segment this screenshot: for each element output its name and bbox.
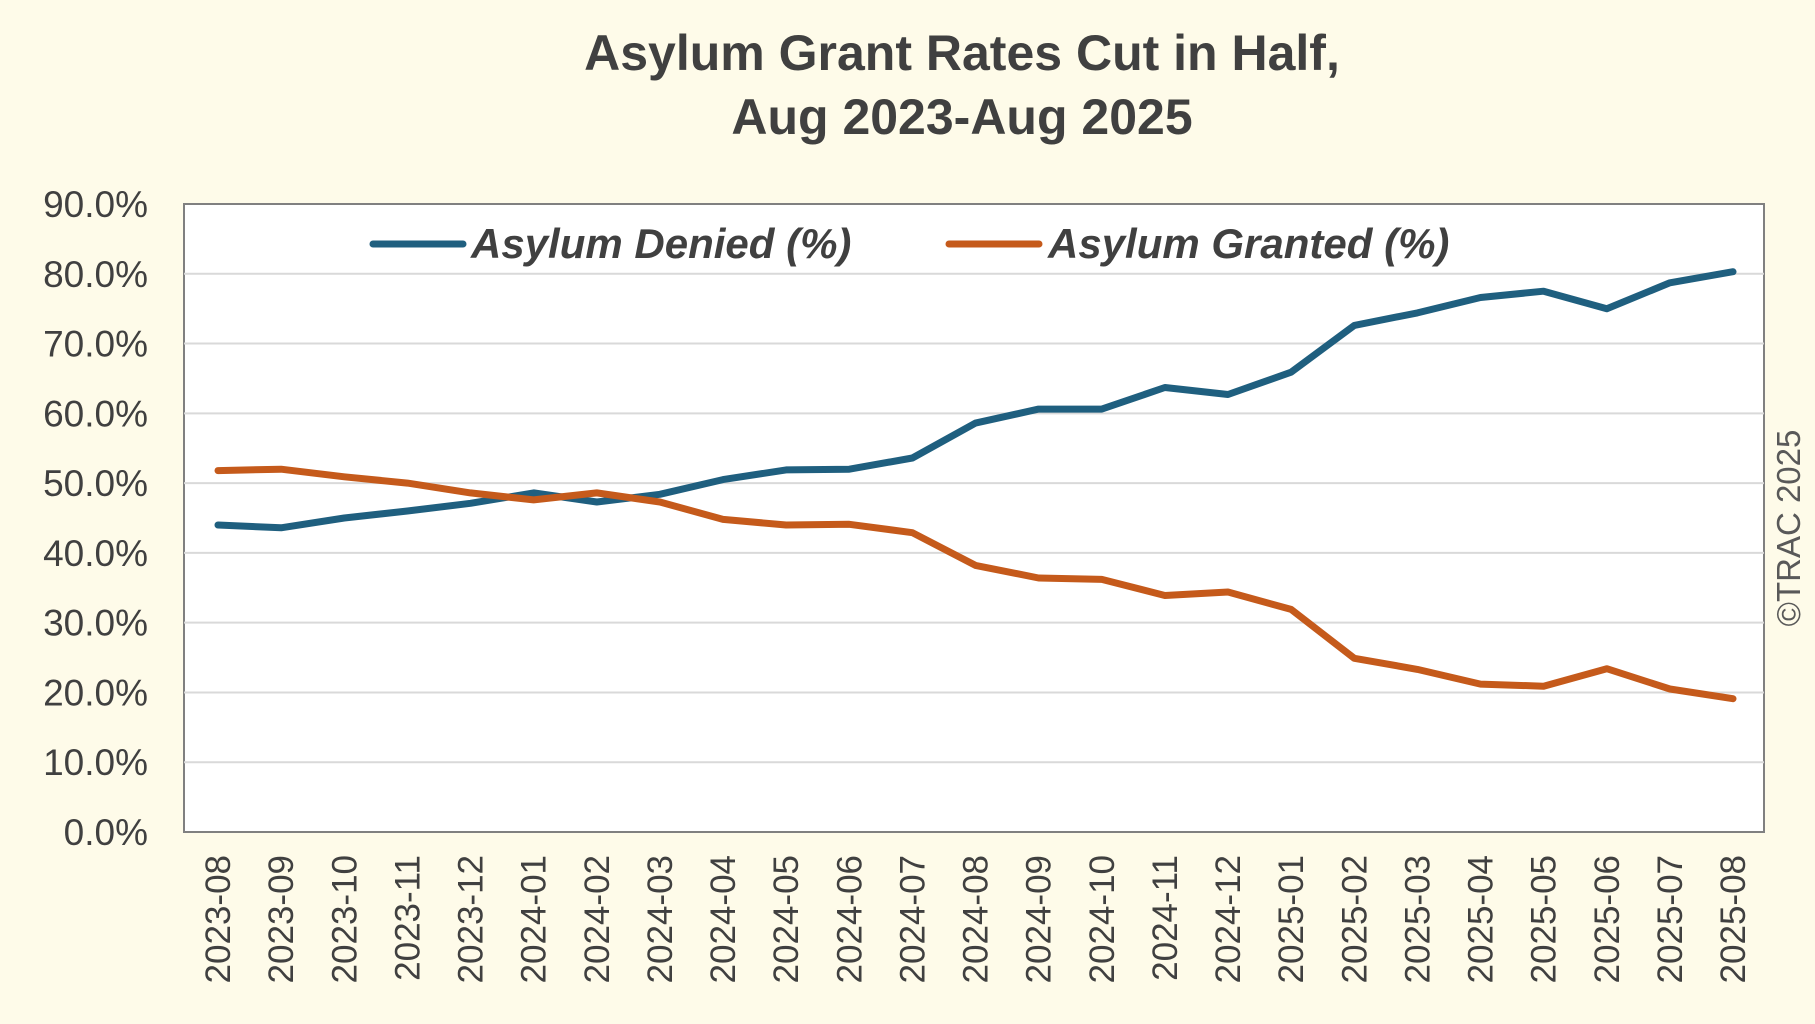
chart-title: Asylum Grant Rates Cut in Half, Aug 2023-… [584,25,1340,145]
y-tick-label: 40.0% [43,533,148,574]
y-tick-label: 30.0% [43,603,148,644]
x-tick-label: 2024-01 [515,855,554,983]
legend: Asylum Denied (%) Asylum Granted (%) [369,220,1449,267]
gridlines [184,272,1764,764]
y-tick-label: 60.0% [43,393,148,434]
title-line-1: Asylum Grant Rates Cut in Half, [584,25,1340,81]
series-line-granted [214,465,1737,703]
x-tick-label: 2024-07 [893,855,932,983]
x-tick-label: 2025-03 [1398,855,1437,983]
x-tick-label: 2023-10 [325,855,364,983]
x-tick-label: 2023-09 [262,855,301,983]
y-tick-label: 70.0% [43,324,148,365]
y-tick-label: 90.0% [43,184,148,225]
y-axis-ticks: 0.0% 10.0% 20.0% 30.0% 40.0% 50.0% 60.0% 70.0% 8… [43,184,148,853]
x-tick-label: 2024-10 [1083,855,1122,983]
x-tick-label: 2025-08 [1714,855,1753,983]
x-tick-label: 2024-04 [704,855,743,983]
x-tick-label: 2024-08 [957,855,996,983]
x-axis-ticks: 2023-08 2023-09 2023-10 2023-11 2023-12 2024-… [199,855,1753,983]
title-line-2: Aug 2023-Aug 2025 [731,89,1192,145]
x-tick-label: 2024-12 [1209,855,1248,983]
x-tick-label: 2023-08 [199,855,238,983]
series-line-denied [214,268,1737,532]
x-tick-label: 2024-06 [830,855,869,983]
x-tick-label: 2025-01 [1272,855,1311,983]
legend-label: Asylum Granted (%) [1047,220,1449,267]
legend-label: Asylum Denied (%) [470,220,851,267]
y-tick-label: 50.0% [43,463,148,504]
x-tick-label: 2023-11 [388,855,427,981]
x-tick-label: 2025-06 [1588,855,1627,983]
x-tick-label: 2024-03 [641,855,680,983]
y-tick-label: 80.0% [43,254,148,295]
x-tick-label: 2024-05 [767,855,806,983]
x-tick-label: 2024-09 [1020,855,1059,983]
y-tick-label: 10.0% [43,742,148,783]
watermark: ©TRAC 2025 [1770,430,1807,627]
y-tick-label: 20.0% [43,672,148,713]
x-tick-label: 2025-02 [1335,855,1374,983]
plot-area [183,203,1765,833]
x-tick-label: 2023-12 [452,855,491,983]
x-tick-label: 2025-07 [1651,855,1690,983]
series-lines [214,268,1737,703]
x-tick-label: 2024-02 [578,855,617,983]
x-tick-label: 2024-11 [1146,855,1185,981]
x-tick-label: 2025-05 [1525,855,1564,983]
x-tick-label: 2025-04 [1462,855,1501,983]
y-tick-label: 0.0% [64,812,148,853]
